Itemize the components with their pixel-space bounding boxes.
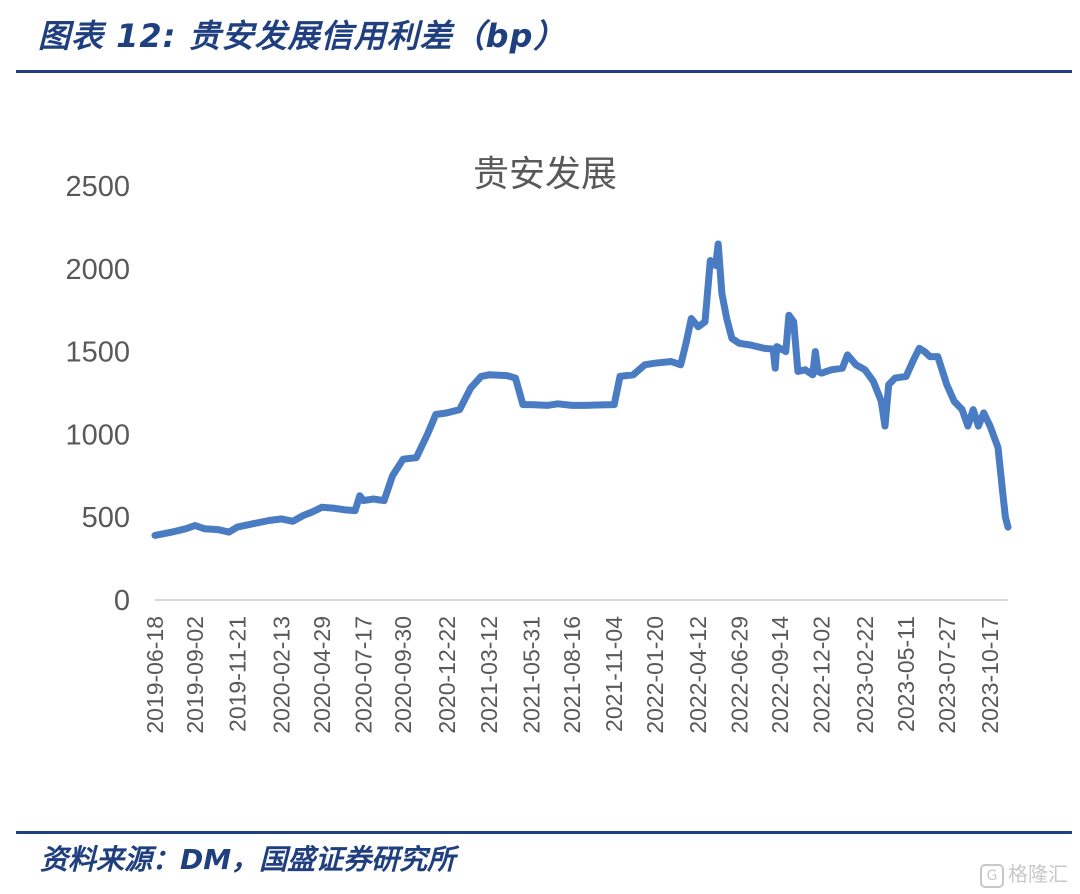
y-tick-label: 0 xyxy=(114,585,130,617)
x-tick-label: 2020-02-13 xyxy=(269,616,295,734)
x-tick-label: 2021-03-12 xyxy=(476,616,502,734)
x-tick-label: 2023-10-17 xyxy=(977,616,1003,734)
x-axis-ticks: 2019-06-18 2019-09-02 2019-11-21 2020-02-13… xyxy=(142,616,1003,734)
y-tick-label: 2000 xyxy=(65,254,130,286)
x-tick-label: 2023-02-22 xyxy=(852,616,878,734)
header-rule xyxy=(16,70,1072,73)
x-tick-label: 2023-05-11 xyxy=(893,616,919,732)
figure-title: 图表 12: 贵安发展信用利差（bp） xyxy=(38,17,567,55)
x-tick-label: 2020-12-22 xyxy=(434,616,460,734)
x-tick-label: 2022-01-20 xyxy=(642,616,668,734)
y-tick-label: 1500 xyxy=(65,337,130,369)
x-tick-label: 2022-12-02 xyxy=(809,616,835,734)
x-tick-label: 2022-09-14 xyxy=(767,616,793,734)
watermark-text: 格隆汇 xyxy=(1008,862,1068,886)
x-tick-label: 2020-04-29 xyxy=(309,616,335,734)
x-tick-label: 2023-07-27 xyxy=(934,616,960,734)
x-tick-label: 2022-06-29 xyxy=(726,616,752,734)
chart-title: 贵安发展 xyxy=(473,154,617,195)
watermark-logo-icon: G xyxy=(980,863,1004,888)
x-tick-label: 2021-05-31 xyxy=(518,616,544,734)
x-tick-label: 2021-08-16 xyxy=(559,616,585,734)
source-note: 资料来源：DM，国盛证券研究所 xyxy=(40,843,456,876)
x-tick-label: 2021-11-04 xyxy=(601,616,627,732)
y-tick-label: 2500 xyxy=(65,171,130,203)
x-tick-label: 2020-07-17 xyxy=(351,616,377,734)
x-tick-label: 2019-09-02 xyxy=(182,616,208,734)
x-tick-label: 2019-06-18 xyxy=(142,616,168,734)
watermark: G 格隆汇 xyxy=(980,858,1068,888)
x-tick-label: 2022-04-12 xyxy=(685,616,711,734)
y-tick-label: 500 xyxy=(82,502,130,534)
x-tick-label: 2019-11-21 xyxy=(224,616,250,732)
x-tick-label: 2020-09-30 xyxy=(390,616,416,734)
footer-rule xyxy=(16,831,1072,834)
series-line xyxy=(151,240,1012,539)
y-axis-ticks: 0 500 1000 1500 2000 2500 xyxy=(65,171,130,617)
y-tick-label: 1000 xyxy=(65,419,130,451)
